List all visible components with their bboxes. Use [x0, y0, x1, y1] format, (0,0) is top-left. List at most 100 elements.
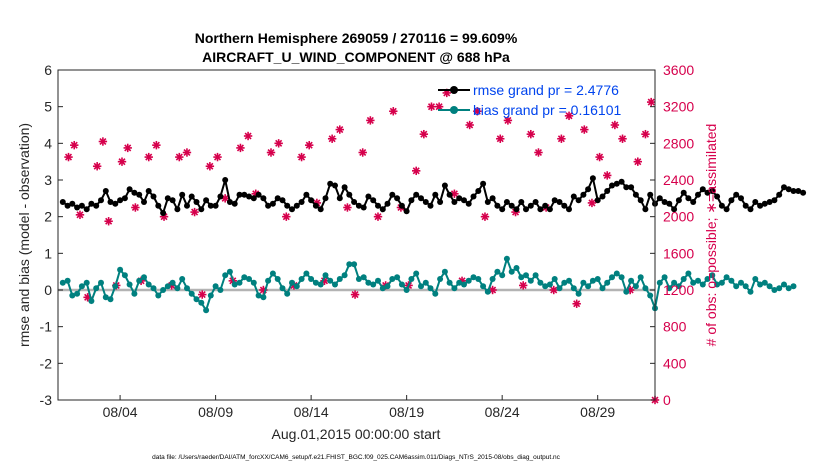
obs-marker-stroke [351, 291, 359, 299]
rmse-point [594, 197, 601, 204]
bias-point [609, 274, 615, 281]
rmse-point [738, 195, 744, 202]
rmse-point [604, 188, 611, 194]
rmse-point [336, 195, 343, 202]
rmse-point [346, 191, 353, 198]
rmse-point [523, 206, 529, 213]
rmse-point [575, 197, 582, 204]
bias-point [671, 279, 678, 286]
obs-count-point [580, 125, 589, 134]
legend-rmse-swatch-marker [450, 86, 458, 94]
rmse-point [461, 197, 467, 204]
bias-point [355, 276, 362, 282]
bias-point [236, 279, 243, 286]
bias-point [422, 279, 429, 286]
bias-point [499, 272, 506, 279]
bias-point [613, 270, 620, 277]
bias-point [785, 285, 792, 292]
rmse-point [800, 189, 807, 196]
obs-marker-stroke [76, 211, 84, 219]
rmse-point [59, 199, 66, 205]
bias-point [742, 283, 749, 290]
rmse-point [312, 202, 319, 209]
rmse-point [265, 202, 272, 209]
bias-point [394, 274, 401, 281]
rmse-point [389, 191, 396, 198]
obs-marker-stroke [473, 107, 481, 115]
bias-point [418, 283, 424, 290]
bias-point [160, 287, 167, 293]
obs-marker-stroke [131, 203, 139, 212]
bias-point [212, 283, 219, 290]
bias-point [150, 285, 157, 292]
rmse-point [714, 193, 721, 200]
bias-point [88, 298, 95, 304]
bias-point [618, 274, 625, 281]
bias-point [365, 279, 372, 286]
bias-point [317, 281, 324, 288]
rmse-point [355, 202, 362, 209]
rmse-point [656, 195, 663, 202]
bias-point [260, 294, 267, 301]
bias-point [174, 285, 181, 292]
bias-point [164, 283, 171, 290]
x-tick-label: 08/09 [198, 404, 233, 420]
rmse-point [289, 206, 295, 213]
rmse-point [160, 210, 167, 216]
obs-count-point [190, 207, 199, 217]
rmse-point [413, 191, 420, 198]
bias-point [642, 285, 649, 292]
rmse-point [64, 202, 71, 209]
rmse-point [78, 202, 85, 209]
rmse-point [718, 202, 725, 209]
rmse-point [332, 182, 338, 189]
rmse-point [499, 206, 506, 213]
obs-marker-stroke [565, 112, 573, 120]
bias-point [632, 283, 639, 290]
obs-count-point [419, 129, 429, 139]
y-right-tick-label: 3200 [663, 99, 694, 115]
obs-count-point [564, 111, 574, 121]
bias-point [155, 292, 162, 299]
y-left-tick-label: -1 [40, 319, 53, 335]
bias-point [714, 281, 721, 288]
obs-marker-stroke [343, 203, 351, 212]
bias-point [336, 276, 343, 282]
obs-count-point [618, 134, 627, 143]
bias-point [341, 272, 348, 279]
bias-point [647, 292, 654, 299]
obs-marker-stroke [105, 217, 113, 225]
rmse-point [293, 202, 300, 209]
bias-point [93, 285, 100, 292]
bias-point [279, 285, 286, 292]
rmse-point [102, 188, 109, 194]
bias-point [346, 261, 353, 268]
bias-point [64, 277, 71, 284]
obs-marker-stroke [183, 148, 191, 157]
obs-marker-stroke [519, 281, 527, 289]
bias-point [781, 281, 787, 288]
obs-marker-stroke [641, 130, 649, 138]
rmse-point [107, 199, 114, 205]
obs-count-point [526, 129, 536, 139]
rmse-point [126, 186, 133, 193]
legend-rmse-label: rmse grand pr = 2.4776 [473, 82, 619, 98]
rmse-point [193, 199, 200, 205]
obs-count-point [182, 148, 192, 157]
y-right-tick-label: 0 [663, 392, 671, 408]
rmse-point [580, 191, 587, 198]
obs-marker-stroke [328, 135, 336, 143]
obs-marker-stroke [634, 158, 642, 166]
obs-count-point [633, 157, 643, 166]
bias-point [656, 279, 663, 286]
bias-point [532, 272, 539, 279]
obs-count-point [123, 143, 132, 153]
rmse-point [675, 197, 682, 204]
rmse-point [112, 200, 119, 207]
y-left-tick-label: -3 [40, 392, 53, 408]
bias-point [375, 277, 381, 284]
obs-count-point [343, 203, 352, 212]
bias-point [757, 281, 764, 288]
bias-point [250, 279, 257, 286]
bias-point [384, 283, 391, 290]
